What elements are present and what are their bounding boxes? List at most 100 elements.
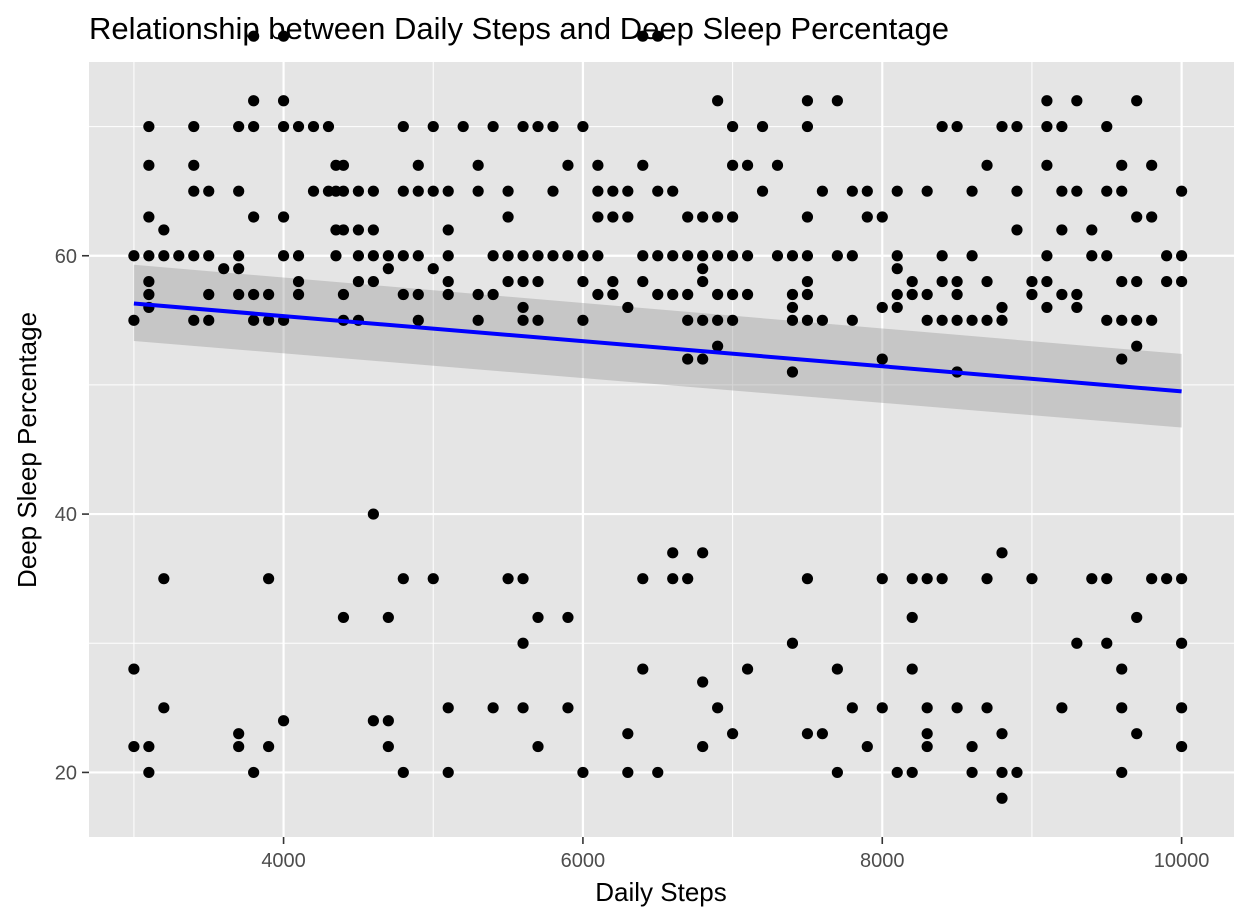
data-point <box>188 185 200 197</box>
data-point <box>562 702 574 714</box>
data-point <box>248 211 260 223</box>
data-point <box>921 728 933 740</box>
data-point <box>337 224 350 236</box>
data-point <box>487 288 499 301</box>
data-point <box>233 288 245 301</box>
data-point <box>1011 185 1023 197</box>
data-point <box>248 120 260 133</box>
data-point <box>1071 637 1083 649</box>
data-point <box>1146 573 1158 585</box>
chart-title: Relationship between Daily Steps and Dee… <box>89 11 949 46</box>
data-point <box>188 120 200 133</box>
data-point <box>128 740 140 753</box>
data-point <box>667 185 679 197</box>
data-point <box>622 185 634 197</box>
data-point <box>322 120 335 133</box>
data-point <box>996 728 1008 740</box>
data-point <box>427 263 439 275</box>
data-point <box>741 663 754 675</box>
x-tick-label: 6000 <box>561 850 606 872</box>
data-point <box>517 314 529 326</box>
data-point <box>966 250 978 262</box>
data-point <box>143 120 155 133</box>
data-point <box>652 288 664 301</box>
data-point <box>592 211 604 223</box>
data-point <box>517 275 529 288</box>
data-point <box>801 275 814 288</box>
data-point <box>592 185 604 197</box>
data-point <box>936 275 948 288</box>
data-point <box>143 275 155 288</box>
data-point <box>891 301 903 314</box>
data-point <box>173 250 185 262</box>
data-point <box>203 250 215 262</box>
data-point <box>1101 120 1113 133</box>
data-point <box>637 30 649 42</box>
data-point <box>637 275 649 288</box>
data-point <box>1041 301 1053 314</box>
data-point <box>143 250 155 262</box>
data-point <box>771 159 784 171</box>
data-point <box>1131 211 1143 223</box>
data-point <box>442 224 454 236</box>
data-point <box>472 185 484 197</box>
data-point <box>697 250 709 262</box>
data-point <box>292 275 305 288</box>
data-point <box>786 314 799 326</box>
data-point <box>876 211 888 223</box>
data-point <box>981 275 993 288</box>
data-point <box>667 547 679 559</box>
data-point <box>1176 275 1188 288</box>
data-point <box>1116 353 1128 365</box>
data-point <box>996 314 1008 326</box>
data-point <box>397 120 409 133</box>
data-point <box>367 250 379 262</box>
data-point <box>1176 185 1188 197</box>
plot-panel <box>89 62 1234 837</box>
data-point <box>607 211 619 223</box>
data-point <box>532 611 544 624</box>
data-point <box>188 159 200 171</box>
data-point <box>367 224 379 236</box>
data-point <box>412 288 424 301</box>
data-point <box>532 314 544 326</box>
data-point <box>981 702 993 714</box>
data-point <box>996 792 1008 804</box>
data-point <box>712 250 724 262</box>
data-point <box>726 728 739 740</box>
data-point <box>1116 275 1128 288</box>
data-point <box>726 288 739 301</box>
data-point <box>936 314 948 326</box>
data-point <box>801 288 814 301</box>
data-point <box>741 288 754 301</box>
data-point <box>547 120 559 133</box>
data-point <box>1116 185 1128 197</box>
data-point <box>846 185 858 197</box>
data-point <box>1101 314 1113 326</box>
data-point <box>846 314 858 326</box>
data-point <box>412 314 424 326</box>
data-point <box>816 314 828 326</box>
data-point <box>517 120 529 133</box>
data-point <box>682 573 694 585</box>
data-point <box>801 211 814 223</box>
x-tick-label: 8000 <box>860 850 905 872</box>
data-point <box>577 766 589 779</box>
data-point <box>786 250 799 262</box>
data-point <box>981 573 993 585</box>
data-point <box>831 250 843 262</box>
data-point <box>487 250 499 262</box>
data-point <box>682 288 694 301</box>
data-point <box>652 185 664 197</box>
x-axis-title: Daily Steps <box>595 877 727 907</box>
y-tick-label: 40 <box>55 504 77 526</box>
data-point <box>607 288 619 301</box>
data-point <box>382 250 394 262</box>
data-point <box>697 314 709 326</box>
data-point <box>1041 159 1053 171</box>
data-point <box>248 288 260 301</box>
data-point <box>412 250 424 262</box>
data-point <box>472 314 484 326</box>
data-point <box>367 185 379 197</box>
